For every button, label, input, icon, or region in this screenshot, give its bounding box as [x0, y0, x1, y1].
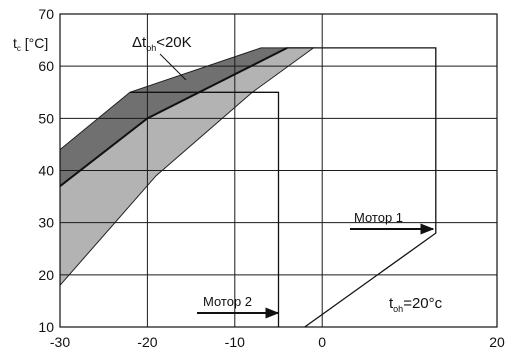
y-tick-label: 40 [38, 163, 54, 179]
divider-line [59, 47, 288, 187]
regions [59, 47, 316, 287]
y-tick-label: 10 [38, 319, 54, 335]
x-tick-label: -20 [137, 334, 157, 350]
y-tick-label: 50 [38, 110, 54, 126]
plot-frame [59, 13, 498, 328]
motor1-label: Мотор 1 [354, 210, 403, 225]
y-axis-label: tc [°C] [13, 35, 48, 53]
y-tick-labels: 10 20 30 40 50 60 70 [38, 6, 54, 335]
y-tick-label: 20 [38, 267, 54, 283]
outlines [59, 47, 437, 328]
y-tick-label: 60 [38, 58, 54, 74]
toh-label: toh=20°c [389, 295, 443, 314]
region-label-leader [159, 53, 187, 81]
x-tick-label: -10 [225, 334, 245, 350]
motor2-label: Мотор 2 [203, 294, 252, 309]
x-tick-label: -30 [50, 334, 70, 350]
motor2-outline [129, 91, 280, 327]
x-tick-label: 0 [318, 334, 326, 350]
x-tick-labels: -30 -20 -10 0 20 [50, 334, 505, 350]
annotations: tc [°C] Δtoh<20K Мотор 1 Мотор 2 toh=20°c [13, 34, 443, 319]
y-tick-label: 30 [38, 215, 54, 231]
region-label: Δtoh<20K [132, 34, 192, 53]
motor1-outline [287, 47, 437, 328]
y-tick-label: 70 [38, 6, 54, 22]
x-tick-label: 20 [489, 334, 505, 350]
